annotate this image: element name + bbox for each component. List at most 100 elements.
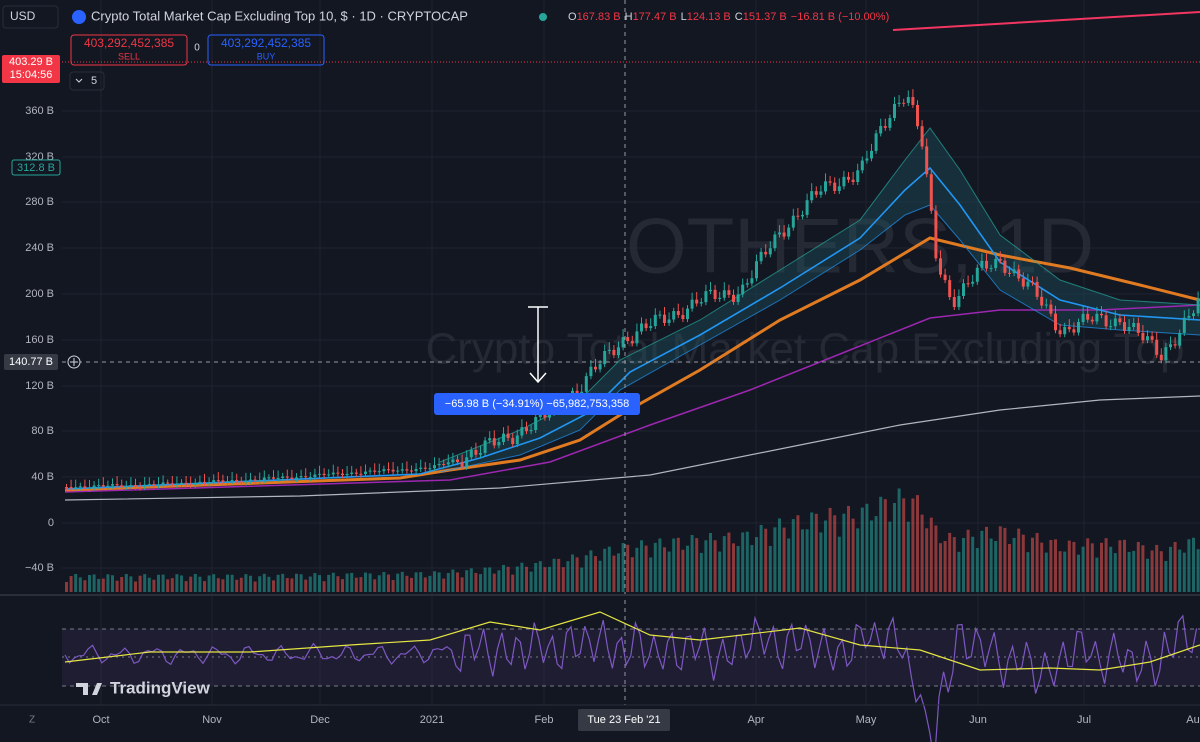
volume-bar: [663, 547, 666, 592]
candle-body: [1003, 260, 1007, 273]
candle-body: [686, 308, 689, 320]
volume-bar: [1044, 552, 1048, 592]
candle-body: [1173, 344, 1177, 346]
logo[interactable]: TradingView: [110, 678, 211, 697]
candle-body: [801, 214, 804, 217]
candle-body: [111, 484, 114, 486]
candle-body: [166, 482, 170, 484]
time-label: Dec: [310, 714, 330, 726]
candle-body: [759, 251, 763, 262]
candle-body: [966, 283, 970, 285]
volume-bar: [865, 503, 869, 592]
indicators-toggle[interactable]: [69, 71, 105, 91]
candle-body: [244, 480, 248, 483]
candle-body: [1187, 316, 1191, 318]
candle-body: [773, 234, 777, 249]
volume-bar: [359, 577, 363, 592]
candle-body: [1021, 278, 1025, 287]
candle-body: [364, 471, 367, 474]
candle-body: [235, 479, 239, 482]
volume-bar: [1164, 560, 1168, 592]
volume-bar: [653, 542, 657, 592]
volume-bar: [962, 537, 965, 592]
candle-body: [373, 470, 377, 472]
candle-body: [221, 480, 225, 482]
candle-body: [1012, 269, 1016, 274]
candle-body: [1058, 330, 1062, 335]
candle-body: [520, 427, 524, 436]
candle-body: [824, 181, 827, 192]
candle-body: [101, 485, 105, 487]
candle-body: [548, 413, 551, 418]
volume-bar: [1187, 539, 1191, 592]
volume-bar: [658, 538, 662, 592]
spread: 0: [194, 43, 200, 54]
volume-bar: [423, 577, 427, 592]
candle-body: [722, 290, 726, 298]
ema: [64, 166, 1200, 490]
volume-bar: [65, 582, 68, 592]
volume-bar: [902, 498, 906, 592]
scale-mode[interactable]: Z: [29, 715, 35, 726]
volume-bar: [948, 532, 952, 592]
candle-body: [1132, 323, 1136, 328]
volume-bar: [414, 572, 418, 592]
volume-bar: [971, 536, 975, 592]
volume-bar: [368, 573, 372, 592]
volume-bar: [244, 574, 248, 592]
volume-bar: [1040, 542, 1044, 592]
candle-body: [594, 366, 597, 370]
volume-bar: [805, 529, 809, 592]
volume-bar: [391, 580, 395, 592]
volume-bar: [1159, 551, 1163, 592]
volume-bar: [810, 512, 814, 592]
sell-button[interactable]: [70, 34, 188, 66]
candle-body: [640, 323, 643, 332]
volume-bar: [106, 574, 110, 592]
candle-body: [492, 438, 496, 446]
volume-bar: [801, 529, 804, 592]
rsi-line: [64, 614, 1198, 742]
volume-bar: [322, 581, 326, 592]
currency-button[interactable]: [2, 5, 59, 29]
volume-bar: [676, 537, 680, 592]
candle-body: [856, 170, 860, 183]
volume-bar: [934, 525, 938, 592]
volume-bar: [1067, 540, 1071, 592]
candle-body: [699, 302, 703, 304]
candle-body: [345, 473, 349, 476]
candle-body: [327, 474, 331, 476]
volume-bar: [396, 573, 400, 592]
candle-body: [782, 232, 786, 237]
candle-body: [350, 472, 354, 474]
candle-body: [971, 281, 975, 284]
volume-bar: [598, 560, 602, 592]
volume-bar: [603, 548, 607, 592]
candle-body: [451, 459, 455, 463]
volume-bar: [759, 524, 763, 592]
candle-body: [957, 296, 961, 308]
candle-body: [994, 258, 998, 269]
volume-bar: [617, 553, 620, 592]
measure-tool: [528, 306, 548, 384]
ohlc-key: O: [568, 11, 577, 23]
volume-bar: [304, 579, 308, 592]
candle-body: [354, 472, 358, 474]
volume-bar: [791, 519, 795, 592]
measure-box: [434, 393, 640, 415]
volume-bar: [906, 521, 910, 592]
candle-body: [152, 484, 156, 486]
price-label: 240 B: [25, 242, 54, 254]
candle-body: [226, 481, 229, 483]
countdown: 15:04:56: [10, 69, 53, 81]
candle-body: [193, 482, 197, 485]
volume-bar: [157, 574, 160, 592]
candle-body: [755, 261, 758, 279]
volume-bar: [727, 532, 731, 592]
market-status: [539, 13, 547, 21]
buy-button[interactable]: [207, 34, 325, 66]
candle-body: [483, 440, 487, 454]
volume-bar: [819, 532, 823, 592]
